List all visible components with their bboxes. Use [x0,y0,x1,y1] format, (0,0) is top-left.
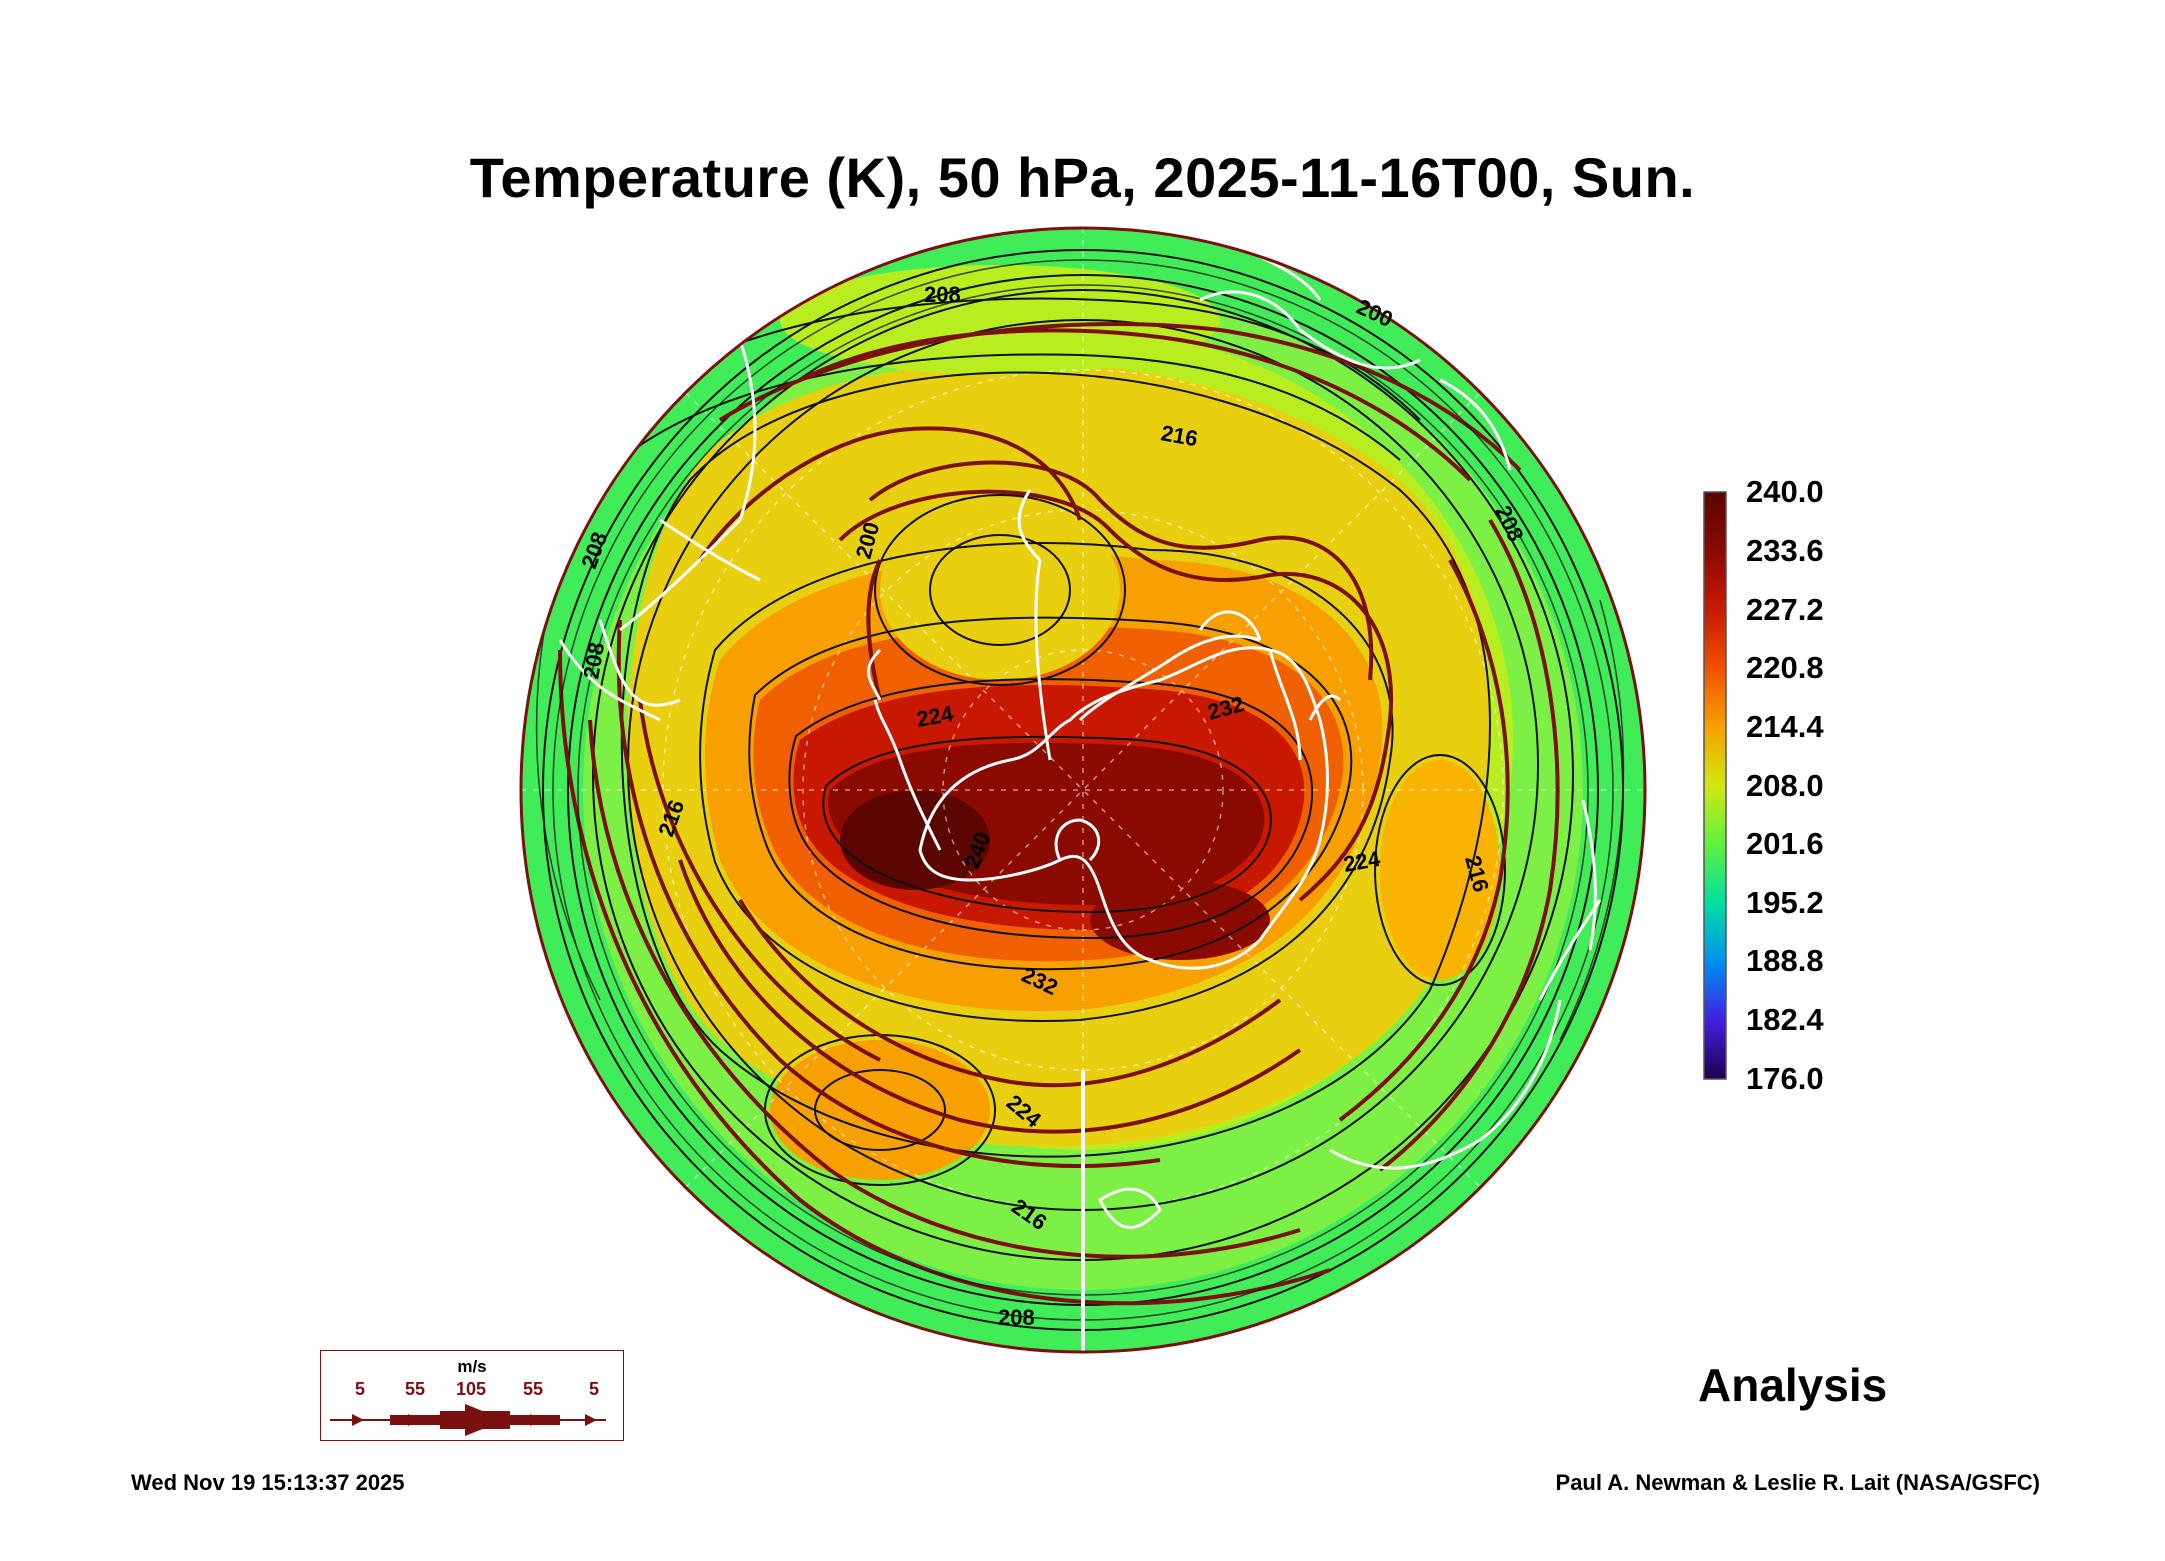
timestamp: Wed Nov 19 15:13:37 2025 [131,1470,405,1495]
wind-legend-value: 5 [589,1379,600,1399]
temperature-contours [542,249,1624,1331]
colorbar-label: 195.2 [1746,885,1824,920]
wind-streamlines [558,322,1560,1306]
wind-legend-unit: m/s [457,1357,487,1376]
wind-legend-value: 105 [456,1379,487,1399]
wind-legend-value: 55 [523,1379,544,1399]
colorbar-label: 188.8 [1746,943,1824,978]
wind-legend-value: 55 [405,1379,426,1399]
map-title: Temperature (K), 50 hPa, 2025-11-16T00, … [469,146,1696,209]
wind-legend: m/s 5 55 105 55 5 [320,1350,624,1441]
colorbar-label: 208.0 [1746,768,1824,803]
colorbar-label: 227.2 [1746,592,1824,627]
colorbar-label: 214.4 [1746,709,1824,744]
colorbar-label: 176.0 [1746,1061,1824,1096]
wind-legend-arrow [330,1404,606,1436]
coastlines [558,238,1602,1352]
analysis-label: Analysis [1698,1359,1888,1411]
credit: Paul A. Newman & Leslie R. Lait (NASA/GS… [1555,1470,2040,1495]
colorbar-label: 220.8 [1746,650,1824,685]
colorbar [1703,491,1727,1080]
colorbar-label: 182.4 [1746,1002,1824,1037]
contour-label: 208 [924,282,961,307]
colorbar-label: 240.0 [1746,474,1824,509]
colorbar-label: 233.6 [1746,533,1824,568]
wind-legend-value: 5 [355,1379,366,1399]
map-rim [519,226,1647,1354]
contour-label: 208 [998,1305,1035,1330]
colorbar-label: 201.6 [1746,826,1824,861]
